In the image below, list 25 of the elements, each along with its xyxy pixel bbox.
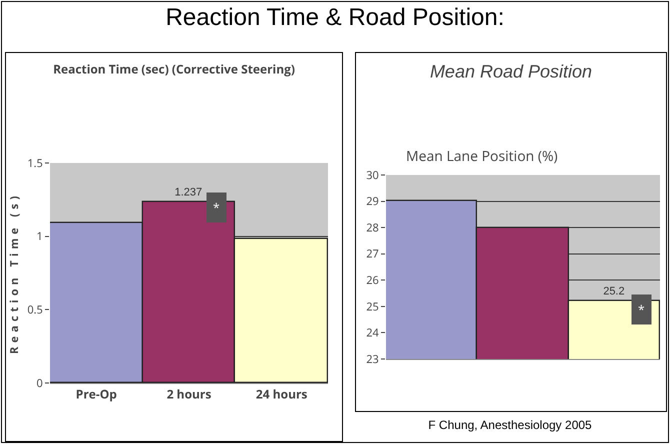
y-tick-label: 26 — [366, 272, 379, 288]
y-tick-label: 23 — [366, 352, 379, 367]
y-tick-label: 0.5 — [27, 302, 43, 318]
y-tick-label: 29 — [366, 194, 379, 210]
y-tick-label: 28 — [366, 220, 379, 236]
y-tick-label: 27 — [366, 246, 379, 262]
y-axis-title: Reaction Time (s) — [7, 192, 22, 354]
chart-subtitle: Mean Lane Position (%) — [406, 147, 558, 166]
y-tick-label: 1.5 — [27, 156, 43, 171]
annotation: * — [638, 301, 645, 318]
text: F Chung, Anesthesiology 2005 — [427, 418, 593, 432]
y-tick-label: 30 — [366, 168, 379, 183]
annotation: * — [213, 199, 220, 216]
data-label: 1.237 — [174, 186, 202, 198]
chart-title: Mean Road Position — [430, 62, 592, 82]
text: Reaction Time & Road Position: — [164, 4, 506, 32]
y-tick-label: 24 — [366, 326, 380, 341]
x-tick-label: Pre-Op — [76, 385, 118, 402]
x-tick-label: 24 hours — [256, 385, 308, 402]
x-tick-label: 2 hours — [166, 385, 212, 402]
y-tick-label: 0 — [36, 376, 43, 391]
chart-title: Reaction Time (sec) (Corrective Steering) — [53, 60, 295, 78]
data-label: 25.2 — [603, 285, 625, 298]
y-tick-label: 25 — [366, 299, 379, 314]
y-tick-label: 1 — [36, 229, 43, 244]
